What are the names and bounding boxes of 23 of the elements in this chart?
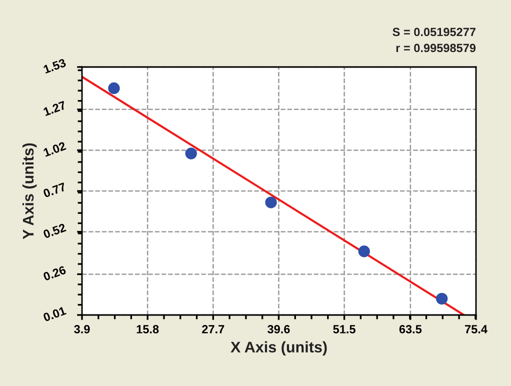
y-axis-title: Y Axis (units) [22,143,37,240]
y-tick-label: 0.77 [42,182,66,198]
point [108,82,120,94]
point [358,246,370,258]
x-tick-label: 63.5 [399,325,422,334]
x-axis-title: X Axis (units) [230,341,327,356]
x-tick-label: 51.5 [333,325,356,334]
y-tick-label: 1.02 [43,142,66,157]
y-tick-label: 0.01 [42,306,66,322]
point [265,196,277,208]
x-tick-label: 75.4 [465,325,488,334]
point [185,148,197,160]
y-tick-label: 1.53 [43,58,66,74]
text: S = 0.05195277 [392,28,476,36]
y-tick-label: 0.52 [42,223,66,239]
x-tick-label: 27.7 [202,325,224,334]
y-tick-label: 1.27 [43,100,66,116]
x-tick-label: 15.8 [136,325,159,334]
text: r = 0.99598579 [396,44,476,52]
x-tick-label: 3.9 [74,325,90,334]
y-tick-label: 0.26 [42,266,66,281]
point [436,292,448,305]
x-tick-label: 39.6 [268,325,290,334]
